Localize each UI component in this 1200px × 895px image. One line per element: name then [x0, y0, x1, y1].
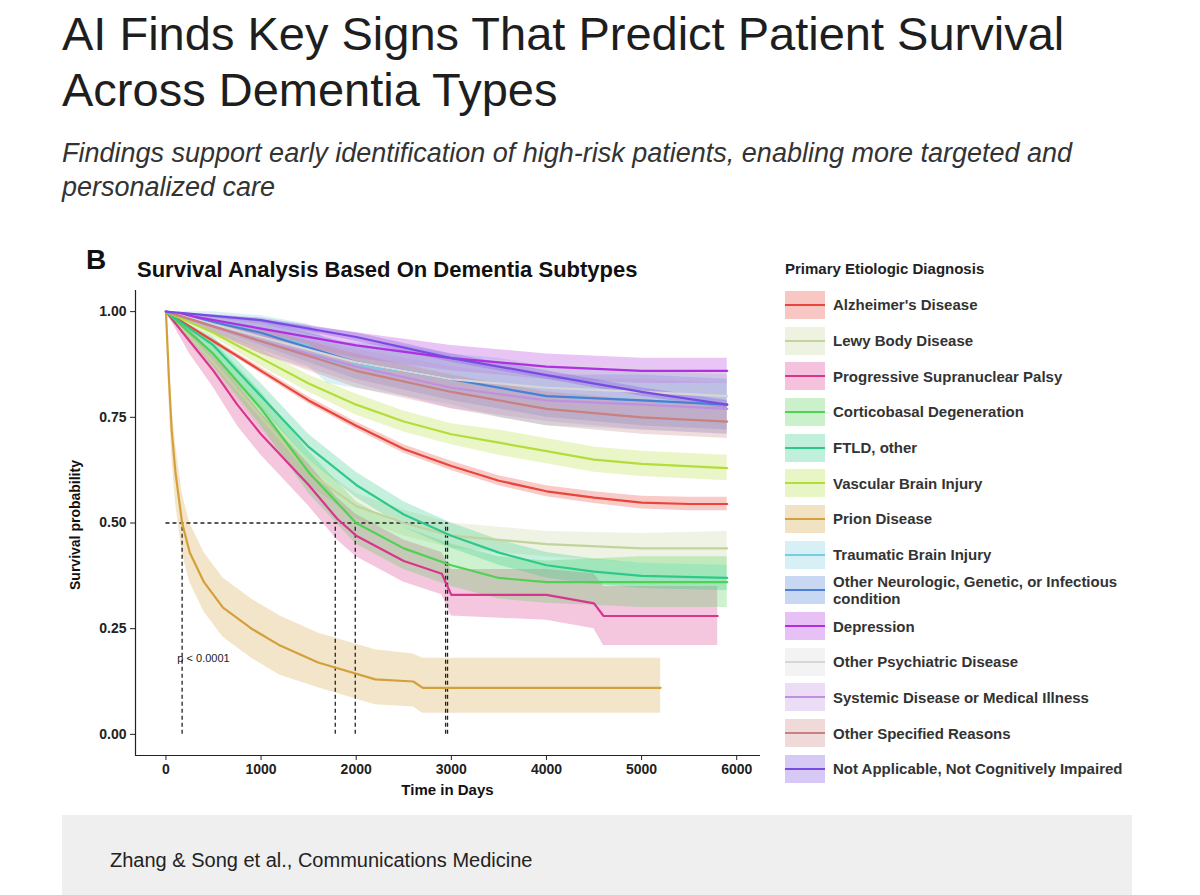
- svg-text:p < 0.0001: p < 0.0001: [177, 652, 229, 664]
- html-text:Alzheimer's Disease: Alzheimer's Disease: [833, 296, 978, 314]
- svg-text:4000: 4000: [531, 761, 562, 777]
- svg-text:0.50: 0.50: [99, 514, 126, 530]
- html-text:Vascular Brain Injury: Vascular Brain Injury: [833, 474, 983, 492]
- html-text:Depression: Depression: [833, 617, 915, 635]
- html-text:Traumatic Brain Injury: Traumatic Brain Injury: [833, 546, 992, 564]
- svg-text:0: 0: [162, 761, 170, 777]
- html-text:Survival probability: Survival probability: [67, 460, 83, 590]
- html-text:Other Specified Reasons: Other Specified Reasons: [833, 724, 1011, 742]
- svg-text:0.25: 0.25: [99, 620, 126, 636]
- svg-text:6000: 6000: [721, 761, 752, 777]
- html-text:AI Finds Key Signs That Predic: AI Finds Key Signs That Predict Patient …: [62, 7, 1065, 116]
- svg-text:2000: 2000: [341, 761, 372, 777]
- html-text:Survival Analysis Based On Dem: Survival Analysis Based On Dementia Subt…: [137, 257, 638, 282]
- html-text:Lewy Body Disease: Lewy Body Disease: [833, 332, 974, 349]
- html-text:Other Neurologic, Genetic, or: Other Neurologic, Genetic, or Infectious…: [833, 573, 1118, 608]
- html-text:Progressive Supranuclear Palsy: Progressive Supranuclear Palsy: [833, 367, 1063, 385]
- html-text:Primary Etiologic Diagnosis: Primary Etiologic Diagnosis: [785, 260, 985, 277]
- html-text:Corticobasal Degeneration: Corticobasal Degeneration: [833, 403, 1024, 421]
- html-text:Time in Days: Time in Days: [401, 781, 494, 798]
- html-text:B: B: [86, 244, 107, 275]
- html-text:FTLD, other: FTLD, other: [833, 439, 918, 457]
- svg-text:0.75: 0.75: [99, 409, 126, 425]
- svg-text:1.00: 1.00: [99, 303, 126, 319]
- html-text:Prion Disease: Prion Disease: [833, 510, 933, 528]
- html-text:Other Psychiatric Disease: Other Psychiatric Disease: [833, 653, 1019, 671]
- html-text:Not Applicable, Not Cognitivel: Not Applicable, Not Cognitively Impaired: [833, 760, 1123, 778]
- svg-text:5000: 5000: [626, 761, 657, 777]
- svg-text:0.00: 0.00: [99, 726, 126, 742]
- svg-text:1000: 1000: [245, 761, 276, 777]
- html-text:Findings support early identif: Findings support early identification of…: [62, 138, 1073, 202]
- svg-text:3000: 3000: [436, 761, 467, 777]
- html-text:Zhang & Song et al., Communica: Zhang & Song et al., Communications Medi…: [110, 849, 533, 871]
- html-text:Systemic Disease or Medical Il: Systemic Disease or Medical Illness: [833, 688, 1089, 706]
